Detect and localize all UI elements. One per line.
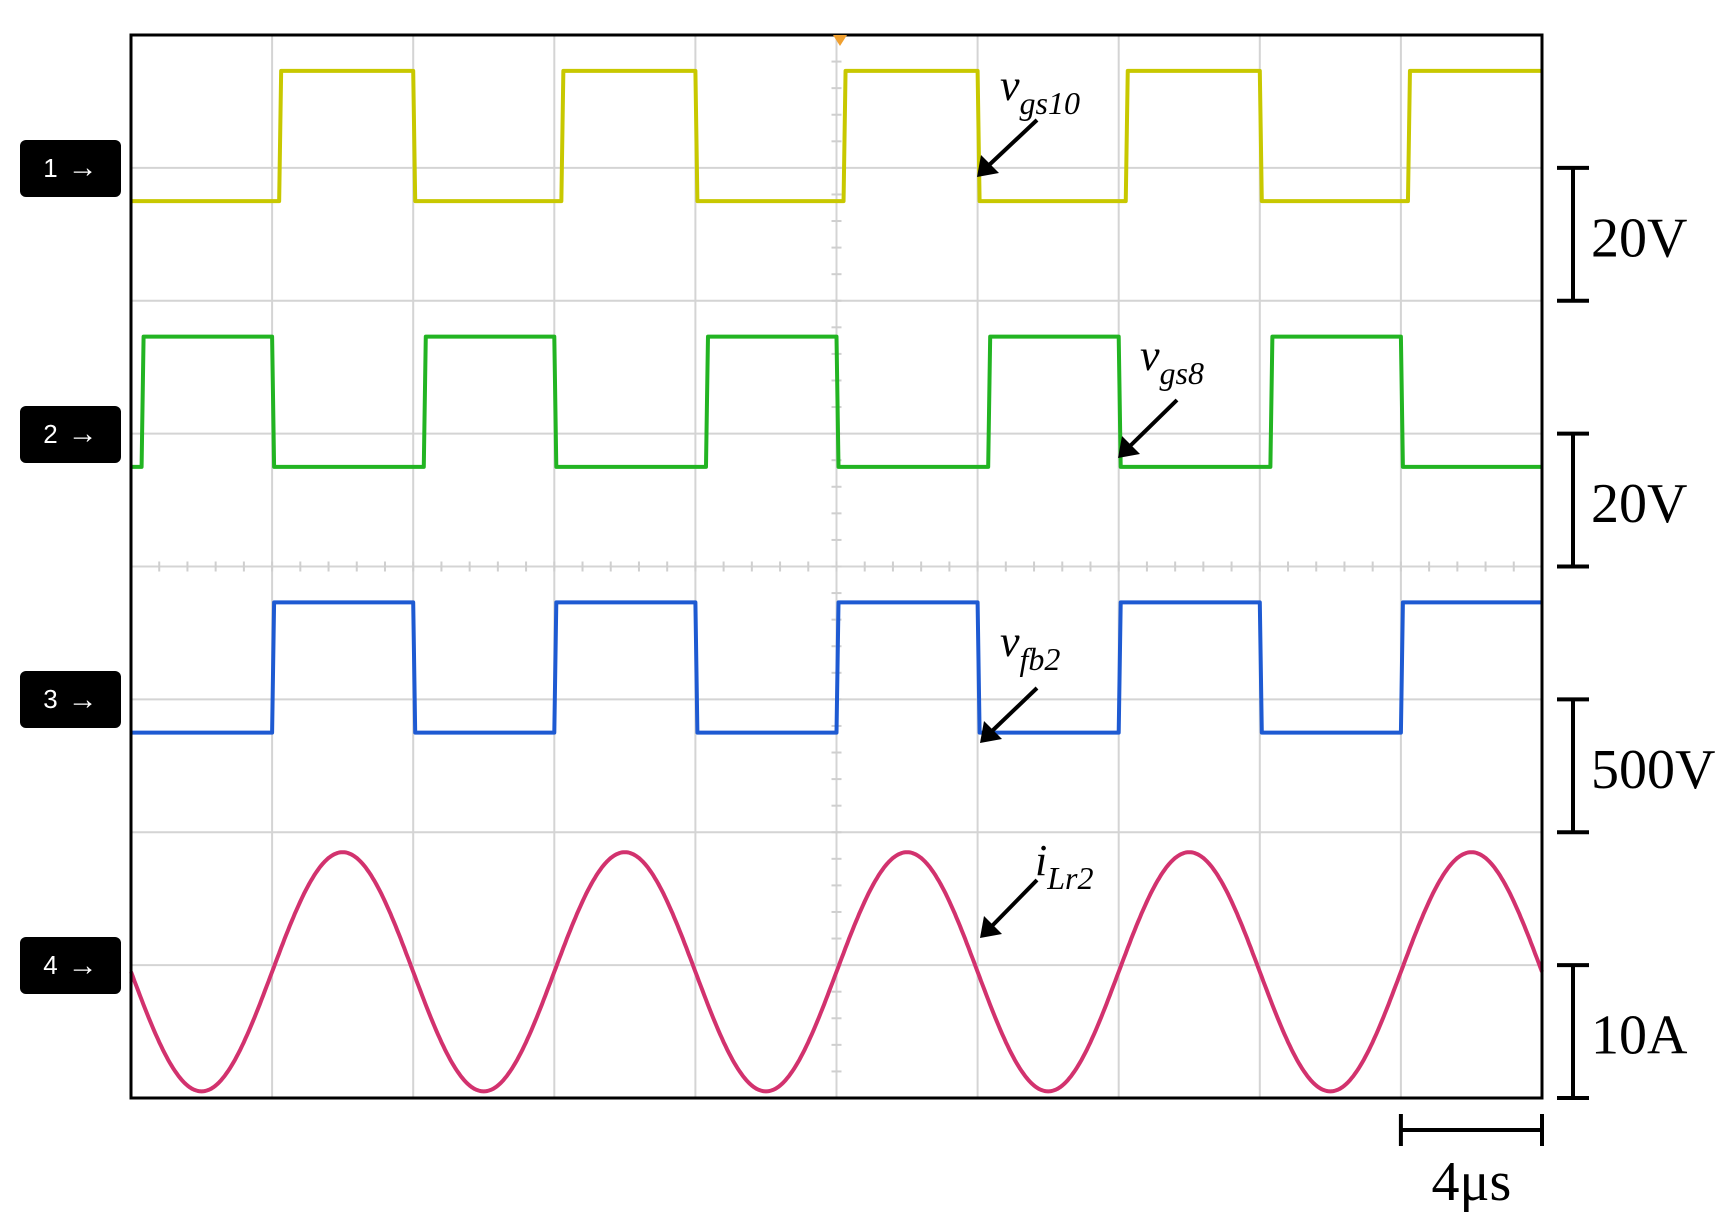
channel-marker-1[interactable]: 1 → [20, 139, 121, 197]
channel-number: 3 [43, 684, 58, 715]
annotation-arrow [988, 878, 1039, 930]
arrow-right-icon: → [67, 682, 98, 716]
trace-ch4 [129, 850, 1544, 1094]
channel-marker-4[interactable]: 4 → [20, 937, 121, 995]
annotation-arrow [985, 118, 1039, 169]
trigger-marker [833, 35, 847, 46]
annotations: vgs10 vgs8 vfb2 iLr2 [977, 61, 1204, 938]
time-scale-label: 4μs [1432, 1151, 1512, 1213]
arrow-right-icon: → [67, 417, 98, 451]
annotation-arrowhead [977, 155, 999, 177]
scale-bars: 20V 20V 500V 10A 4μs [1398, 165, 1715, 1213]
annotation-arrow [988, 686, 1039, 735]
annotation-gs8: vgs8 [1140, 331, 1204, 391]
scale-label-ch2: 20V [1591, 473, 1687, 535]
channel-number: 1 [43, 152, 58, 183]
trace-ch3 [131, 600, 1542, 735]
annotation-arrowhead [980, 721, 1002, 743]
annotation-Lr2: iLr2 [1035, 836, 1093, 896]
channel-number: 2 [43, 418, 58, 449]
scale-label-ch4: 10A [1591, 1005, 1688, 1067]
annotation-arrow [1126, 398, 1179, 450]
scale-label-ch1: 20V [1591, 207, 1687, 269]
scale-label-ch3: 500V [1591, 739, 1715, 801]
trace-ch2 [131, 334, 1542, 469]
channel-number: 4 [43, 950, 58, 981]
arrow-right-icon: → [67, 151, 98, 185]
annotation-arrowhead [980, 916, 1002, 938]
channel-marker-3[interactable]: 3 → [20, 671, 121, 729]
trace-ch1 [131, 68, 1542, 204]
annotation-arrowhead [1118, 436, 1140, 458]
annotation-fb2: vfb2 [1000, 617, 1060, 677]
grid [130, 34, 1543, 1099]
annotation-gs10: vgs10 [1000, 61, 1080, 121]
arrow-right-icon: → [67, 948, 98, 982]
channel-marker-2[interactable]: 2 → [20, 405, 121, 463]
traces [129, 68, 1544, 1094]
